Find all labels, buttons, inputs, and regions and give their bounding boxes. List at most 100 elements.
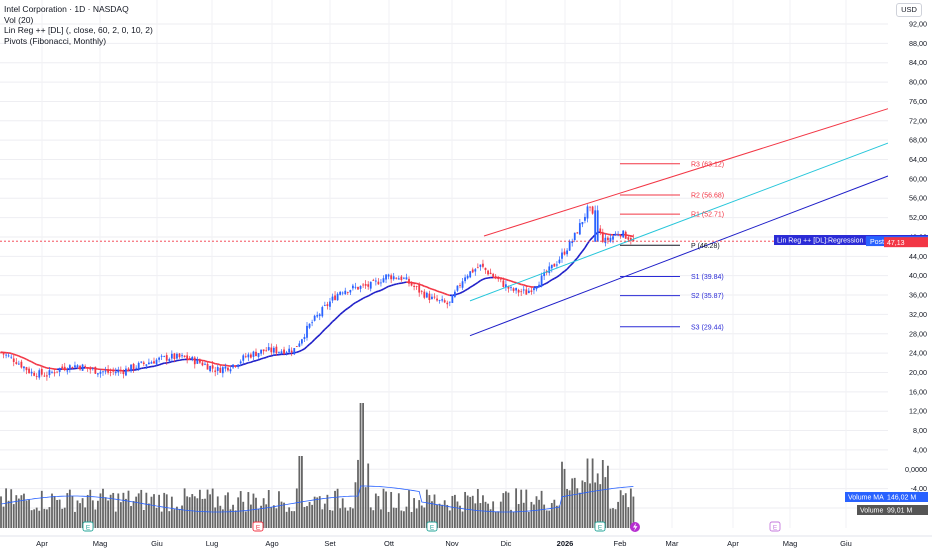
candle-body: [132, 363, 135, 370]
regression-segment: [135, 368, 139, 371]
candle-body: [571, 241, 574, 244]
indicator-pivots[interactable]: Pivots (Fibonacci, Monthly): [4, 35, 107, 46]
volume-bar: [48, 507, 51, 528]
candle-body: [612, 236, 614, 240]
volume-bar: [568, 490, 571, 528]
regression-value-label: Lin Reg ++ [DL]:Regression Line: [774, 235, 887, 246]
volume-bar: [436, 504, 438, 528]
candle-body: [415, 286, 418, 287]
regression-segment: [344, 307, 349, 311]
candle-body: [119, 370, 122, 372]
indicator-volume[interactable]: Vol (20): [4, 14, 34, 25]
regression-segment: [375, 290, 379, 293]
volume-bar: [221, 509, 224, 528]
volume-bar: [492, 501, 495, 528]
price-tick-label: 64,00: [909, 155, 927, 164]
candle-body: [275, 346, 278, 354]
regression-segment: [357, 299, 361, 303]
volume-bar: [206, 489, 209, 528]
volume-bar: [461, 511, 464, 528]
regression-segment: [311, 338, 316, 343]
candle-body: [7, 355, 10, 357]
regression-segment: [243, 362, 247, 366]
volume-bar: [142, 509, 145, 528]
candle-body: [244, 356, 247, 358]
price-tick-label: 72,00: [909, 116, 927, 125]
earnings-icon-glyph: E: [773, 525, 778, 532]
volume-bar: [81, 498, 84, 528]
volume-ma-value: 146,02 M: [887, 495, 916, 502]
candle-body: [464, 277, 466, 282]
candle-body: [114, 372, 117, 374]
volume-bar: [329, 510, 331, 528]
time-tick-label: Feb: [614, 539, 627, 548]
candle-body: [589, 206, 591, 208]
regression-segment: [153, 364, 157, 368]
volume-bar: [596, 473, 599, 528]
volume-bar: [367, 463, 370, 528]
regression-segment: [390, 283, 394, 287]
candle-body: [390, 275, 393, 280]
volume-bar: [30, 510, 33, 528]
regression-segment: [248, 361, 252, 364]
price-tick-label: 92,00: [909, 20, 927, 29]
currency-button[interactable]: USD: [896, 3, 922, 17]
candle-body: [512, 288, 515, 291]
candle-body: [2, 352, 5, 355]
time-tick-label: Lug: [206, 539, 219, 548]
candle-body: [339, 291, 342, 295]
candle-body: [517, 289, 520, 293]
volume-bar: [418, 500, 421, 528]
candle-body: [556, 264, 558, 266]
candle-body: [58, 368, 61, 372]
volume-bar: [84, 507, 87, 528]
candle-body: [568, 241, 571, 251]
candle-body: [576, 232, 579, 234]
candle-body: [107, 368, 109, 373]
volume-bar: [74, 511, 76, 528]
volume-bar: [5, 488, 7, 528]
volume-bar: [186, 496, 189, 528]
candle-body: [71, 366, 74, 369]
volume-bar: [522, 502, 525, 528]
volume-bar: [484, 501, 487, 528]
volume-bar: [316, 497, 319, 528]
regression-segment: [370, 292, 374, 296]
candle-body: [400, 276, 403, 281]
candle-body: [280, 351, 283, 354]
regression-segment: [299, 349, 303, 353]
candle-body: [270, 347, 273, 353]
volume-bar: [58, 499, 61, 528]
volume-bar: [357, 459, 359, 528]
candle-body: [487, 270, 489, 275]
volume-bar: [380, 509, 382, 528]
volume-bar: [176, 506, 178, 528]
volume-bar: [94, 509, 97, 528]
volume-bar: [183, 488, 186, 528]
price-tick-label: 24,00: [909, 349, 927, 358]
regression-segment: [18, 355, 22, 358]
candle-body: [20, 361, 23, 368]
candle-body: [558, 259, 561, 263]
volume-bar: [257, 508, 260, 528]
candle-body: [303, 336, 306, 339]
volume-bar: [405, 506, 408, 528]
volume-bar: [155, 507, 158, 528]
candle-body: [267, 347, 270, 351]
candle-body: [255, 351, 257, 357]
chart-legend: Intel Corporation · 1D · NASDAQ Vol (20)…: [4, 4, 153, 46]
candle-body: [201, 362, 204, 366]
candle-body: [142, 362, 145, 364]
indicator-linreg[interactable]: Lin Reg ++ [DL] (, close, 60, 2, 0, 10, …: [4, 25, 153, 35]
symbol-title[interactable]: Intel Corporation · 1D · NASDAQ: [4, 4, 129, 14]
volume-bar: [150, 496, 153, 528]
earnings-icon-glyph: E: [86, 525, 91, 532]
price-tick-label: 4,00: [913, 445, 927, 454]
regression-segment: [367, 293, 372, 297]
regression-segment: [337, 313, 341, 318]
candle-body: [433, 296, 436, 298]
volume-bar: [199, 489, 201, 528]
volume-bar: [632, 496, 635, 528]
